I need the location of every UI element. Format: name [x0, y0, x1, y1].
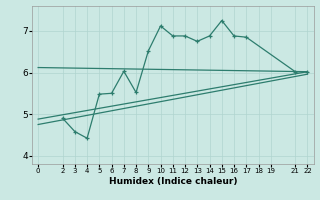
X-axis label: Humidex (Indice chaleur): Humidex (Indice chaleur)	[108, 177, 237, 186]
